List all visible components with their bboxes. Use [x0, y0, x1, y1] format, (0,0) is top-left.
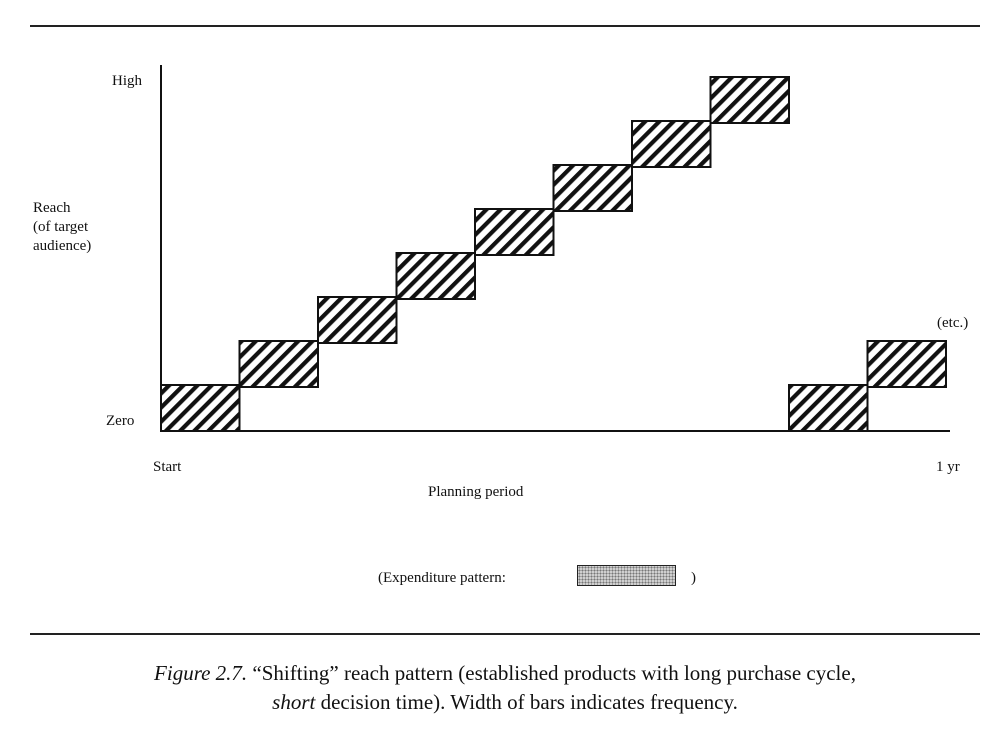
caption-line-2: short decision time). Width of bars indi… — [30, 688, 980, 717]
bar-5 — [474, 208, 555, 256]
bar-3 — [317, 296, 398, 344]
bar-1 — [160, 384, 241, 432]
caption-figure-label: Figure 2.7. — [154, 661, 248, 685]
caption-part-1: “Shifting” reach pattern (established pr… — [252, 661, 856, 685]
y-axis-label: Reach (of target audience) — [33, 199, 91, 256]
caption-line-1: Figure 2.7. “Shifting” reach pattern (es… — [30, 659, 980, 688]
bar-8 — [709, 76, 790, 124]
figure-caption: Figure 2.7. “Shifting” reach pattern (es… — [30, 659, 980, 717]
bar-7 — [631, 120, 712, 168]
y-axis-label-line-1: Reach — [33, 200, 71, 216]
caption-part-2: decision time). Width of bars indicates … — [320, 690, 738, 714]
caption-emphasis: short — [272, 690, 316, 714]
y-axis-label-line-3: audience) — [33, 238, 92, 254]
bars-group — [160, 76, 947, 432]
bar-2 — [238, 340, 319, 388]
legend-label: (Expenditure pattern: — [378, 570, 506, 586]
y-tick-zero: Zero — [106, 413, 135, 429]
legend-swatch — [577, 565, 676, 586]
y-tick-high: High — [112, 73, 142, 89]
bar-10 — [866, 340, 947, 388]
y-axis-label-line-2: (of target — [33, 219, 89, 235]
x-tick-end: 1 yr — [936, 459, 960, 475]
top-rule — [30, 25, 980, 27]
x-tick-start: Start — [153, 459, 182, 475]
bar-9 — [788, 384, 869, 432]
bottom-rule — [30, 633, 980, 635]
etc-annotation: (etc.) — [937, 315, 969, 331]
legend-close-paren: ) — [691, 570, 696, 586]
bar-6 — [552, 164, 633, 212]
x-axis-label: Planning period — [428, 484, 524, 500]
bar-4 — [395, 252, 476, 300]
